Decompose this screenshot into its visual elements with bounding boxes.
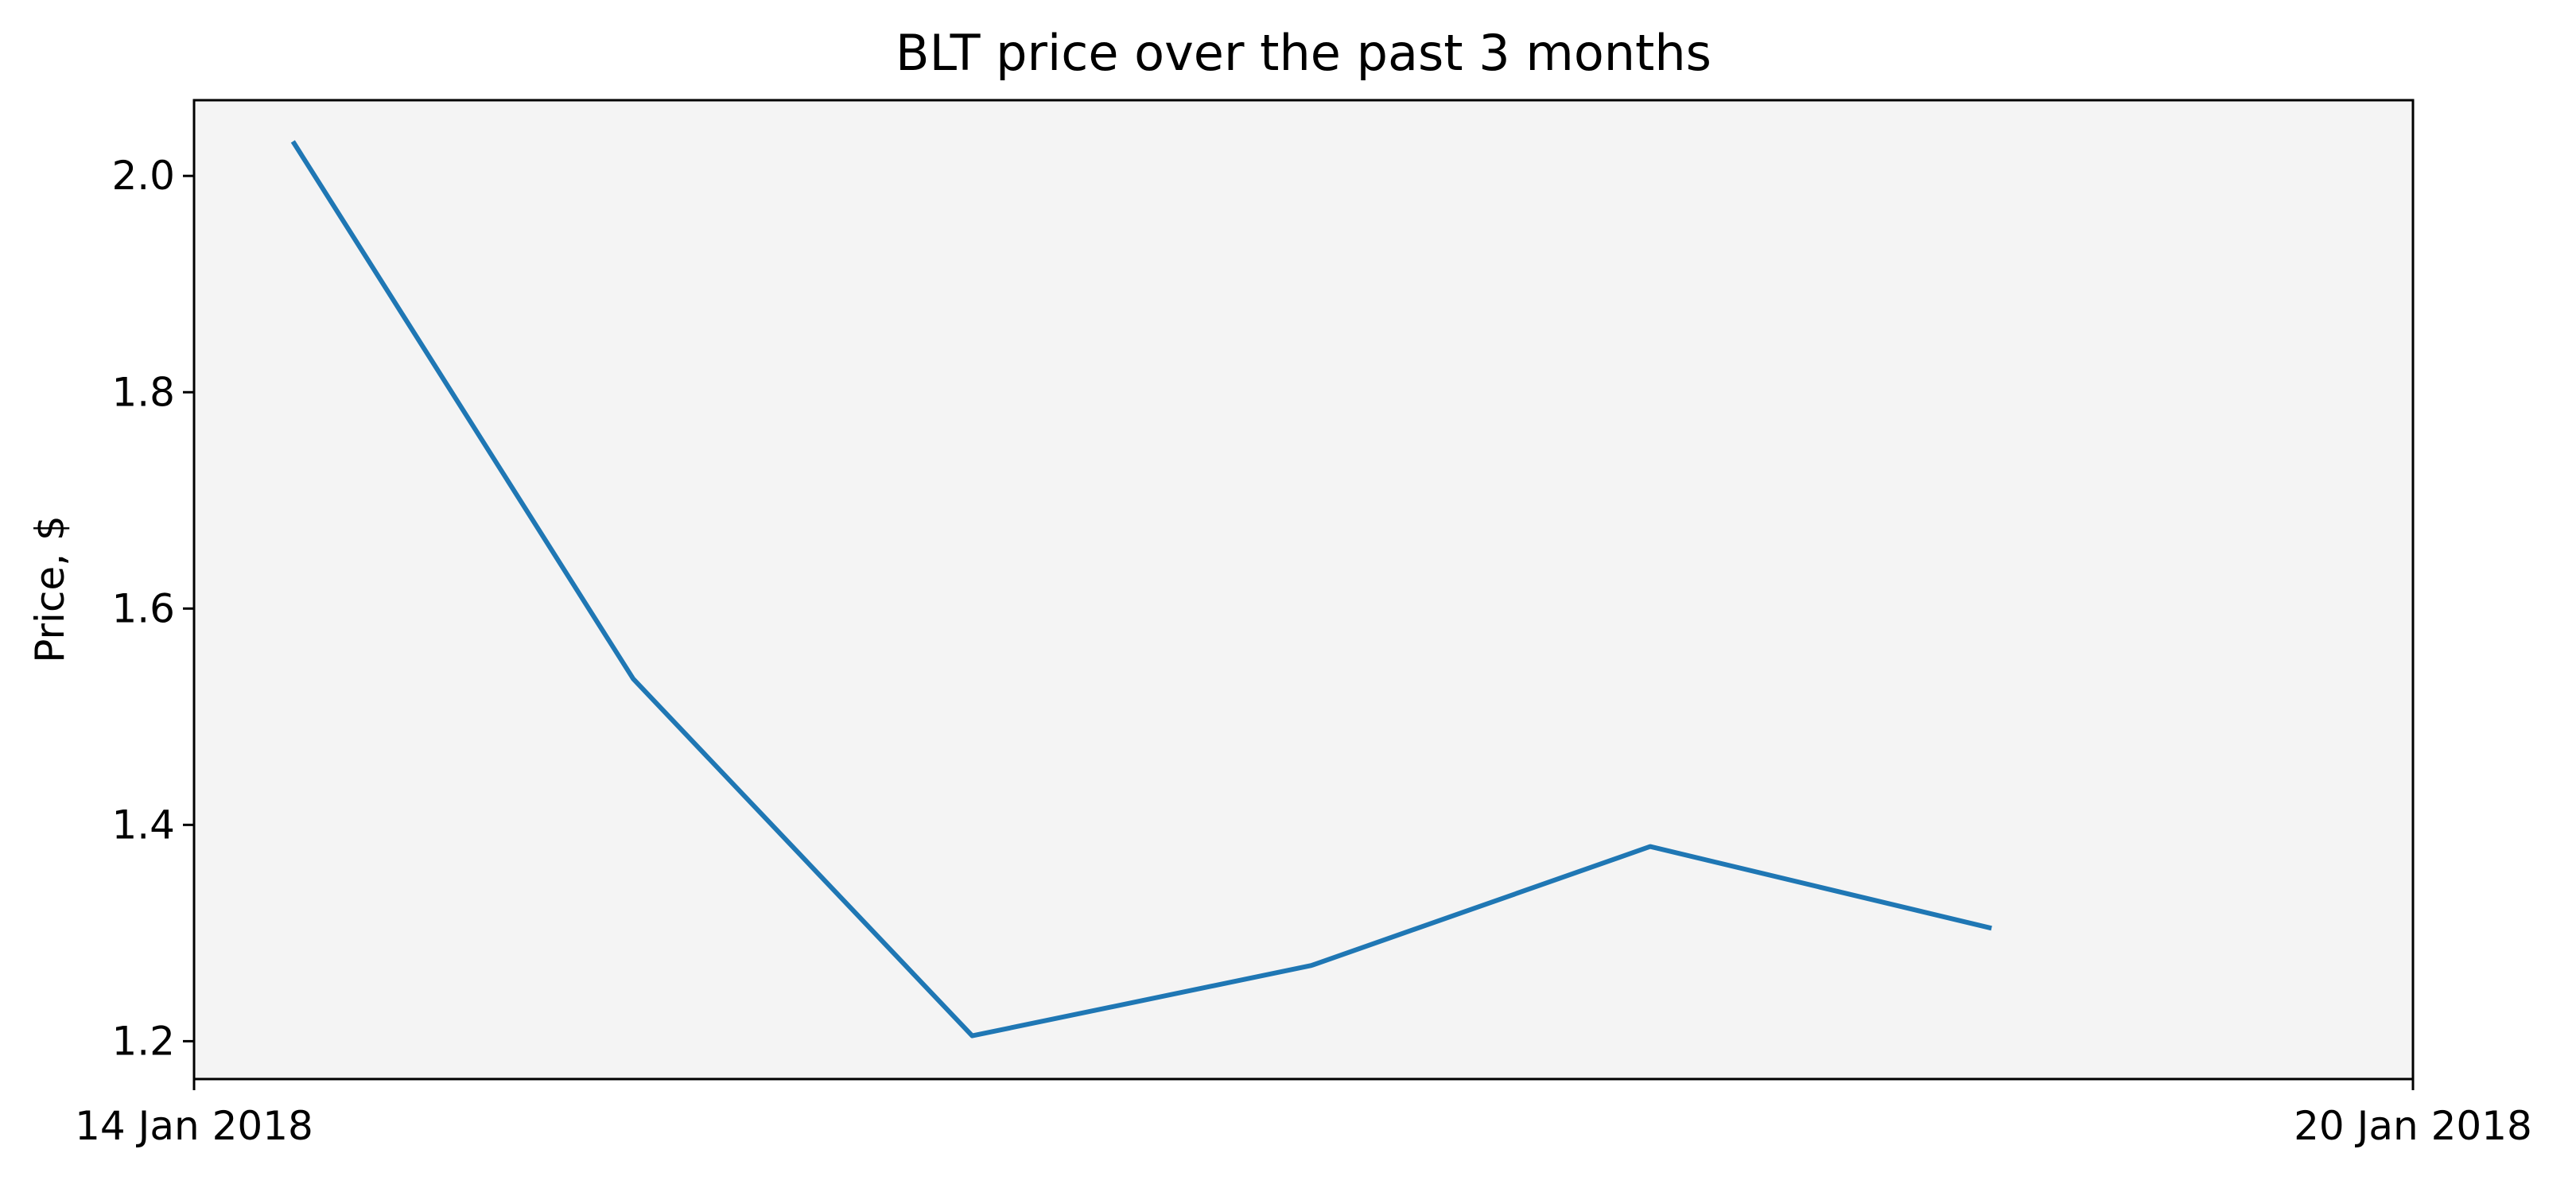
- plot-background: [194, 100, 2413, 1079]
- y-tick-label: 1.6: [111, 585, 175, 631]
- y-tick-label: 1.4: [111, 802, 175, 848]
- price-series-line: [290, 140, 1992, 1039]
- y-axis-label: Price, $: [27, 515, 73, 663]
- y-axis-ticks: 1.2 1.4 1.6 1.8 2.0: [111, 153, 194, 1064]
- chart-title: BLT price over the past 3 months: [896, 24, 1712, 82]
- y-tick-label: 2.0: [111, 153, 175, 199]
- plot-frame: [192, 99, 2415, 1081]
- y-tick-label: 1.8: [111, 369, 175, 415]
- x-tick-label: 20 Jan 2018: [2294, 1103, 2532, 1149]
- x-tick-label: 14 Jan 2018: [75, 1103, 313, 1149]
- y-tick-label: 1.2: [111, 1018, 175, 1064]
- x-axis-ticks: 14 Jan 2018 20 Jan 2018: [75, 1079, 2532, 1149]
